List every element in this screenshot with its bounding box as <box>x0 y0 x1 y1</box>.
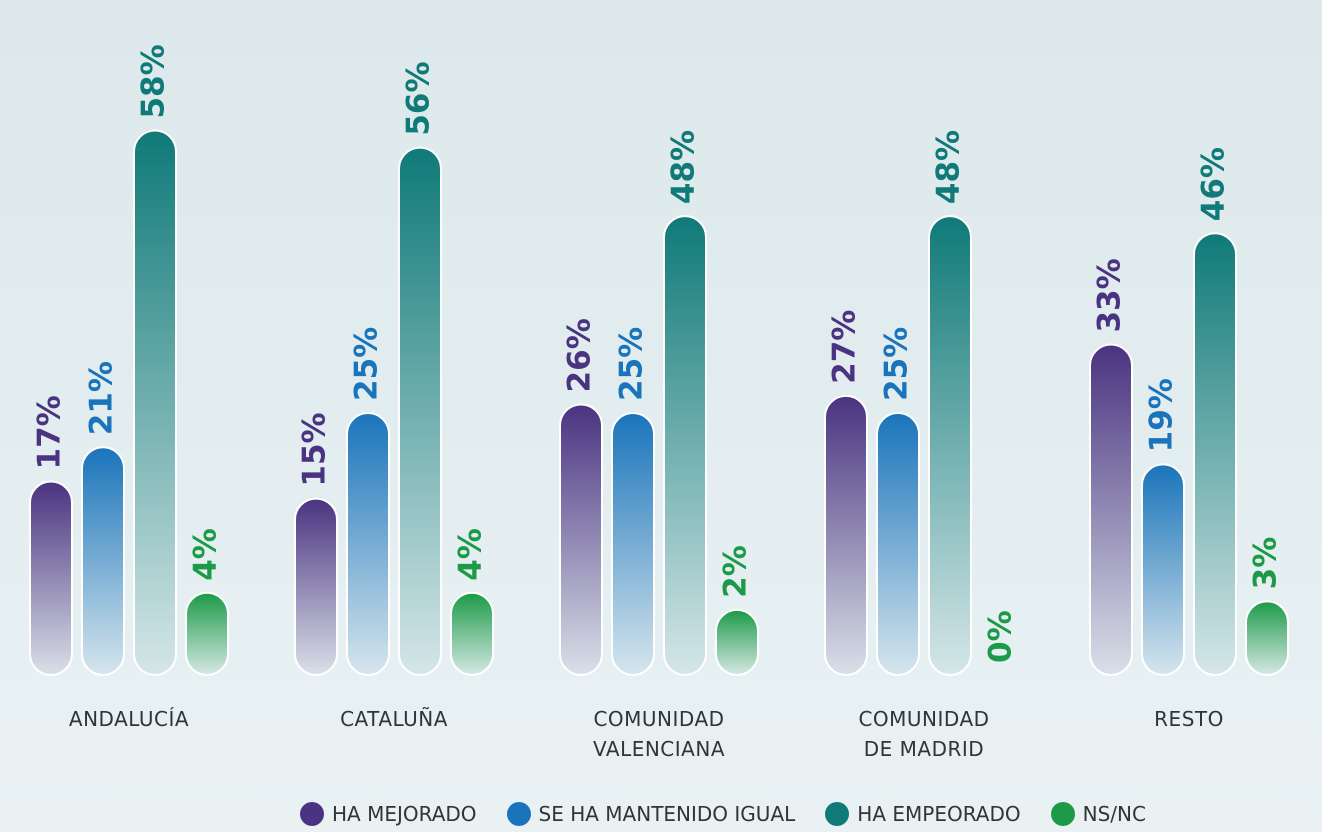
value-label: 0% <box>983 610 1019 663</box>
value-label: 48% <box>931 130 967 204</box>
legend-label: NS/NC <box>1082 802 1146 826</box>
bar <box>1089 343 1133 676</box>
bar <box>450 591 494 677</box>
value-label: 33% <box>1092 258 1128 332</box>
value-label: 48% <box>666 130 702 204</box>
category-label: RESTO <box>1154 707 1224 731</box>
legend-dot <box>506 802 531 826</box>
legend-item: SE HA MANTENIDO IGUAL <box>506 802 796 826</box>
value-label: 25% <box>879 327 915 401</box>
bar <box>715 608 759 677</box>
bar <box>876 412 920 676</box>
value-label: 27% <box>827 310 863 384</box>
category-label: ANDALUCÍA <box>68 707 190 731</box>
value-label: 19% <box>1144 378 1180 452</box>
bar <box>294 497 338 676</box>
value-label: 4% <box>188 528 224 581</box>
value-label: 15% <box>297 412 333 486</box>
value-label: 3% <box>1248 537 1284 590</box>
legend: HA MEJORADO SE HA MANTENIDO IGUAL HA EMPEO… <box>300 802 1146 826</box>
bar <box>185 591 229 677</box>
value-label: 25% <box>349 327 385 401</box>
bar <box>133 129 177 676</box>
category-label: COMUNIDAD VALENCIANA <box>592 707 725 761</box>
bar <box>1193 232 1237 677</box>
bar <box>824 394 868 676</box>
bar <box>928 215 972 676</box>
value-label: 26% <box>562 318 598 392</box>
legend-dot <box>825 802 850 826</box>
value-label: 2% <box>718 545 754 598</box>
legend-item: HA MEJORADO <box>300 802 477 826</box>
bar <box>398 146 442 676</box>
value-label: 21% <box>84 361 120 435</box>
legend-label: SE HA MANTENIDO IGUAL <box>538 802 796 826</box>
value-label: 46% <box>1196 147 1232 221</box>
legend-label: HA EMPEORADO <box>857 802 1021 826</box>
category-label: CATALUÑA <box>340 707 448 731</box>
bar <box>663 215 707 676</box>
value-label: 4% <box>453 528 489 581</box>
value-label: 58% <box>136 44 172 118</box>
value-label: 56% <box>401 61 437 135</box>
legend-dot <box>300 802 324 826</box>
value-label: 25% <box>614 327 650 401</box>
category-label: COMUNIDAD DE MADRID <box>858 707 990 761</box>
legend-item: HA EMPEORADO <box>825 802 1021 826</box>
bar <box>1141 463 1185 676</box>
bar <box>611 412 655 676</box>
value-label: 17% <box>32 395 68 469</box>
bar <box>1245 600 1289 677</box>
bar <box>29 480 73 677</box>
bar <box>81 446 125 676</box>
legend-item: NS/NC <box>1050 802 1146 826</box>
bar <box>559 403 603 676</box>
legend-dot <box>1050 802 1075 826</box>
legend-label: HA MEJORADO <box>332 802 477 826</box>
bar <box>346 412 390 676</box>
